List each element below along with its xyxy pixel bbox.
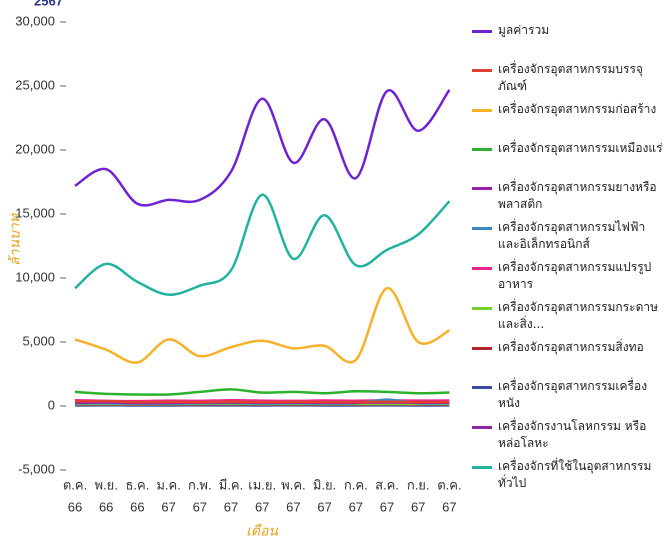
x-tick-label: ต.ค. <box>63 477 87 492</box>
x-tick-label: 67 <box>161 499 175 514</box>
x-tick-label: 66 <box>68 499 82 514</box>
x-tick-label: 66 <box>99 499 113 514</box>
legend: มูลค่ารวมเครื่องจักรอุตสาหกรรมบรรจุภัณฑ์… <box>472 22 664 498</box>
x-tick-label: ต.ค. <box>437 477 461 492</box>
legend-key <box>472 227 492 230</box>
legend-key <box>472 109 492 112</box>
y-tick-label: 20,000 <box>15 141 55 156</box>
legend-key <box>472 30 492 33</box>
x-tick-label: ม.ค. <box>156 477 181 492</box>
x-tick-label: 66 <box>130 499 144 514</box>
y-tick-label: 10,000 <box>15 269 55 284</box>
legend-key <box>472 307 492 310</box>
x-tick-label: ธ.ค. <box>125 477 149 492</box>
x-tick-label: ก.ย. <box>407 477 430 492</box>
x-tick-label: 67 <box>224 499 238 514</box>
x-tick-label: 67 <box>411 499 425 514</box>
x-tick-label: เม.ย. <box>248 477 276 492</box>
legend-key <box>472 466 492 469</box>
x-tick-label: 67 <box>349 499 363 514</box>
legend-item[interactable]: เครื่องจักรอุตสาหกรรมเหมืองแร่ <box>472 140 664 173</box>
series-line <box>74 89 451 207</box>
legend-label: เครื่องจักรอุตสาหกรรมสิ่งทอ <box>498 340 644 354</box>
y-tick-label: 30,000 <box>15 13 55 28</box>
y-tick-label: 25,000 <box>15 77 55 92</box>
x-tick-label: 67 <box>286 499 300 514</box>
legend-key <box>472 386 492 389</box>
legend-key <box>472 347 492 350</box>
legend-key <box>472 148 492 151</box>
x-tick-label: ส.ค. <box>375 477 399 492</box>
legend-item[interactable]: เครื่องจักรอุตสาหกรรมไฟฟ้าและอิเล็กทรอนิ… <box>472 219 664 253</box>
x-axis-label: เดือน <box>246 523 278 538</box>
y-tick-label: 0 <box>48 397 55 412</box>
series-line <box>74 287 450 364</box>
x-tick-label: พ.ย. <box>94 477 117 492</box>
legend-label: เครื่องจักรอุตสาหกรรมบรรจุภัณฑ์ <box>498 62 643 93</box>
y-tick-label: 5,000 <box>22 333 55 348</box>
x-tick-label: มิ.ย. <box>313 477 336 492</box>
legend-label: เครื่องจักรงานโลหกรรม หรือหล่อโลหะ <box>498 419 647 450</box>
legend-key <box>472 187 492 190</box>
legend-item[interactable]: เครื่องจักรงานโลหกรรม หรือหล่อโลหะ <box>472 418 664 452</box>
legend-item[interactable]: เครื่องจักรอุตสาหกรรมยางหรือพลาสติก <box>472 179 664 213</box>
x-tick-label: 67 <box>442 499 456 514</box>
x-tick-label: 67 <box>193 499 207 514</box>
x-tick-label: มี.ค. <box>219 477 244 492</box>
x-tick-label: 67 <box>317 499 331 514</box>
legend-label: เครื่องจักรอุตสาหกรรมไฟฟ้าและอิเล็กทรอนิ… <box>498 220 646 251</box>
legend-item[interactable]: เครื่องจักรอุตสาหกรรมเครื่องหนัง <box>472 378 664 412</box>
legend-key <box>472 267 492 270</box>
legend-key <box>472 69 492 72</box>
legend-key <box>472 426 492 429</box>
x-tick-label: ก.ค. <box>344 477 368 492</box>
y-axis-label: ล้านบาท <box>7 212 23 266</box>
legend-label: เครื่องจักรอุตสาหกรรมแปรรูปอาหาร <box>498 260 652 291</box>
x-tick-label: 67 <box>255 499 269 514</box>
legend-label: เครื่องจักรอุตสาหกรรมก่อสร้าง <box>498 102 657 116</box>
series-line <box>74 388 450 396</box>
x-tick-label: ก.พ. <box>188 477 212 492</box>
legend-item[interactable]: เครื่องจักรอุตสาหกรรมก่อสร้าง <box>472 101 664 134</box>
series-line <box>74 399 450 404</box>
legend-item[interactable]: เครื่องจักรที่ใช้ในอุตสาหกรรมทั่วไป <box>472 458 664 492</box>
legend-label: เครื่องจักรอุตสาหกรรมยางหรือพลาสติก <box>498 180 657 211</box>
x-tick-label: พ.ค. <box>281 477 306 492</box>
legend-label: เครื่องจักรอุตสาหกรรมเครื่องหนัง <box>498 379 648 410</box>
legend-item[interactable]: เครื่องจักรอุตสาหกรรมสิ่งทอ <box>472 339 664 372</box>
y-tick-label: -5,000 <box>18 461 55 476</box>
legend-label: เครื่องจักรอุตสาหกรรมกระดาษและสิ่ง... <box>498 300 659 331</box>
legend-label: มูลค่ารวม <box>498 23 550 37</box>
legend-label: เครื่องจักรอุตสาหกรรมเหมืองแร่ <box>498 141 663 155</box>
legend-label: เครื่องจักรที่ใช้ในอุตสาหกรรมทั่วไป <box>498 459 652 490</box>
legend-item[interactable]: เครื่องจักรอุตสาหกรรมบรรจุภัณฑ์ <box>472 61 664 95</box>
y-tick-label: 15,000 <box>15 205 55 220</box>
legend-item[interactable]: มูลค่ารวม <box>472 22 664 55</box>
legend-item[interactable]: เครื่องจักรอุตสาหกรรมแปรรูปอาหาร <box>472 259 664 293</box>
legend-item[interactable]: เครื่องจักรอุตสาหกรรมกระดาษและสิ่ง... <box>472 299 664 333</box>
x-tick-label: 67 <box>380 499 394 514</box>
series-line <box>74 193 451 296</box>
chart-title: 2567 <box>34 0 63 8</box>
